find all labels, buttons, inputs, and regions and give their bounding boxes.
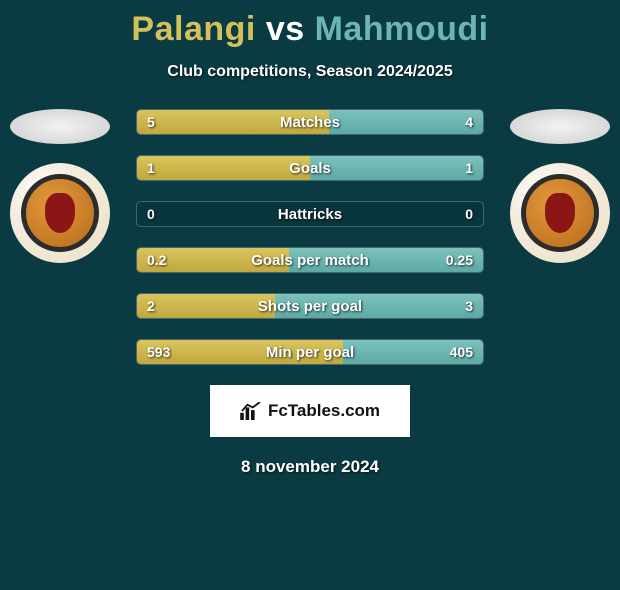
player1-name: Palangi: [131, 10, 255, 48]
stat-row: 23Shots per goal: [136, 293, 484, 319]
player2-name: Mahmoudi: [315, 10, 489, 48]
chart-icon: [240, 402, 262, 420]
player2-club-badge: [510, 163, 610, 263]
stat-row: 0.20.25Goals per match: [136, 247, 484, 273]
stat-label: Min per goal: [137, 340, 483, 364]
stat-label: Goals per match: [137, 248, 483, 272]
comparison-content: 54Matches 11Goals 00Hattricks 0.20.25Goals …: [0, 109, 620, 477]
stat-label: Hattricks: [137, 202, 483, 226]
vs-text: vs: [266, 10, 305, 48]
date-label: 8 november 2024: [0, 457, 620, 477]
watermark: FcTables.com: [210, 385, 410, 437]
page-title: Palangi vs Mahmoudi: [0, 10, 620, 49]
stat-row: 54Matches: [136, 109, 484, 135]
subtitle: Club competitions, Season 2024/2025: [0, 63, 620, 81]
watermark-text: FcTables.com: [268, 401, 380, 421]
player1-club-badge: [10, 163, 110, 263]
stat-label: Shots per goal: [137, 294, 483, 318]
stat-label: Matches: [137, 110, 483, 134]
stat-row: 11Goals: [136, 155, 484, 181]
player1-head-placeholder: [10, 109, 110, 144]
stat-row: 00Hattricks: [136, 201, 484, 227]
stat-label: Goals: [137, 156, 483, 180]
stat-row: 593405Min per goal: [136, 339, 484, 365]
player2-head-placeholder: [510, 109, 610, 144]
comparison-bars: 54Matches 11Goals 00Hattricks 0.20.25Goals …: [136, 109, 484, 365]
